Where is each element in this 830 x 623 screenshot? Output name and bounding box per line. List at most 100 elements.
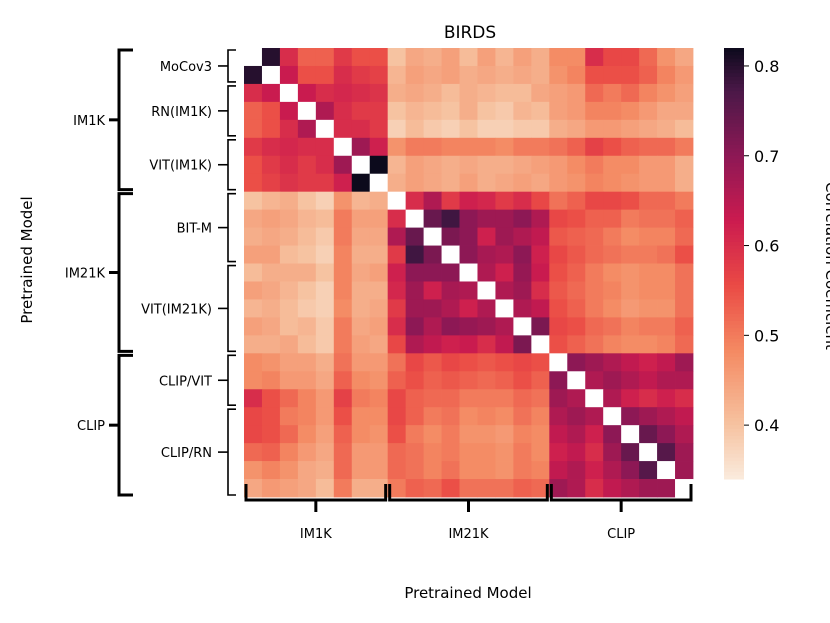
colorbar-segment xyxy=(724,450,744,455)
heatmap-cell xyxy=(423,461,442,480)
heatmap-cell xyxy=(261,119,281,139)
heatmap-cell xyxy=(315,119,335,139)
heatmap-cell xyxy=(531,245,550,264)
colorbar-segment xyxy=(724,346,744,351)
heatmap-cell xyxy=(261,299,281,318)
heatmap-cell xyxy=(585,353,604,372)
heatmap-cell xyxy=(657,479,676,498)
heatmap-cell xyxy=(639,83,658,103)
heatmap-cell xyxy=(351,65,371,85)
colorbar-segment xyxy=(724,432,744,437)
heatmap-cell xyxy=(351,335,371,354)
colorbar-segment xyxy=(724,468,744,473)
heatmap-cell xyxy=(675,137,694,157)
heatmap-cell xyxy=(531,48,550,67)
heatmap-cell xyxy=(405,425,424,444)
heatmap-cell xyxy=(279,407,299,426)
heatmap-cell xyxy=(459,227,478,246)
heatmap-cell xyxy=(261,65,281,85)
colorbar-segment xyxy=(724,206,744,211)
heatmap-cell xyxy=(405,209,424,228)
heatmap-cell xyxy=(639,119,658,139)
heatmap-cell xyxy=(621,209,640,228)
heatmap-cell xyxy=(459,263,478,282)
colorbar-segment xyxy=(724,446,744,451)
heatmap-cell xyxy=(495,335,514,354)
heatmap-cell xyxy=(441,209,460,228)
heatmap-cell xyxy=(459,299,478,318)
heatmap-cell xyxy=(441,101,460,121)
heatmap-cell xyxy=(621,83,640,103)
heatmap-cell xyxy=(531,317,550,336)
heatmap-cell xyxy=(333,209,353,228)
heatmap-cell xyxy=(333,245,353,264)
heatmap-cell xyxy=(441,335,460,354)
colorbar-segment xyxy=(724,403,744,408)
colorbar-segment xyxy=(724,392,744,397)
heatmap-cell xyxy=(495,173,514,193)
colorbar-segment xyxy=(724,141,744,146)
heatmap-cell xyxy=(279,425,299,444)
colorbar-segment xyxy=(724,378,744,383)
heatmap-cell xyxy=(477,119,496,139)
heatmap-cell xyxy=(657,425,676,444)
heatmap-cell xyxy=(459,281,478,300)
heatmap-cell xyxy=(387,389,407,408)
heatmap-cell xyxy=(405,191,424,211)
y-axis-label: Pretrained Model xyxy=(18,196,36,323)
heatmap-cell xyxy=(549,245,568,264)
heatmap-cell xyxy=(477,245,496,264)
heatmap-cell xyxy=(351,281,371,300)
colorbar-segment xyxy=(724,80,744,85)
model-group-label: VIT(IM21K) xyxy=(141,302,212,317)
heatmap-cell xyxy=(495,371,514,390)
heatmap-cell xyxy=(405,317,424,336)
heatmap-cell xyxy=(585,245,604,264)
heatmap-cell xyxy=(423,65,442,85)
heatmap-cell xyxy=(513,299,532,318)
heatmap-cell xyxy=(423,83,442,103)
heatmap-cell xyxy=(333,461,353,480)
colorbar-segment xyxy=(724,324,744,329)
heatmap-cell xyxy=(513,281,532,300)
colorbar-segment xyxy=(724,399,744,405)
colorbar-segment xyxy=(724,105,744,110)
heatmap-cell xyxy=(567,425,586,444)
x-super-group-label: IM1K xyxy=(300,527,332,542)
heatmap-cell xyxy=(405,443,424,462)
heatmap-cell xyxy=(459,48,478,67)
colorbar-segment xyxy=(724,274,744,279)
colorbar-segment xyxy=(724,98,744,103)
heatmap-cell xyxy=(315,479,335,498)
heatmap-cell xyxy=(567,119,586,139)
colorbar-segment xyxy=(724,223,744,229)
heatmap-cell xyxy=(657,371,676,390)
colorbar-segment xyxy=(724,159,744,164)
heatmap-cell xyxy=(333,48,353,67)
heatmap-cell xyxy=(513,425,532,444)
heatmap-cell xyxy=(279,317,299,336)
heatmap-cell xyxy=(244,155,263,175)
heatmap-cell xyxy=(477,48,496,67)
heatmap-cell xyxy=(477,173,496,193)
heatmap-cell xyxy=(369,209,389,228)
heatmap-cell xyxy=(297,353,317,372)
heatmap-cell xyxy=(315,191,335,211)
heatmap-cell xyxy=(495,209,514,228)
colorbar-segment xyxy=(724,353,744,358)
heatmap-cell xyxy=(441,371,460,390)
heatmap-cell xyxy=(261,407,281,426)
colorbar-segment xyxy=(724,267,744,272)
heatmap-cell xyxy=(585,263,604,282)
heatmap-cell xyxy=(459,443,478,462)
heatmap-cell xyxy=(549,191,568,211)
colorbar-segment xyxy=(724,313,744,318)
heatmap-cell xyxy=(585,461,604,480)
heatmap-cell xyxy=(585,83,604,103)
heatmap-cell xyxy=(513,227,532,246)
heatmap-cell xyxy=(315,461,335,480)
heatmap-cell xyxy=(387,227,407,246)
colorbar-segment xyxy=(724,213,744,218)
heatmap-cell xyxy=(657,83,676,103)
heatmap-cell xyxy=(657,299,676,318)
